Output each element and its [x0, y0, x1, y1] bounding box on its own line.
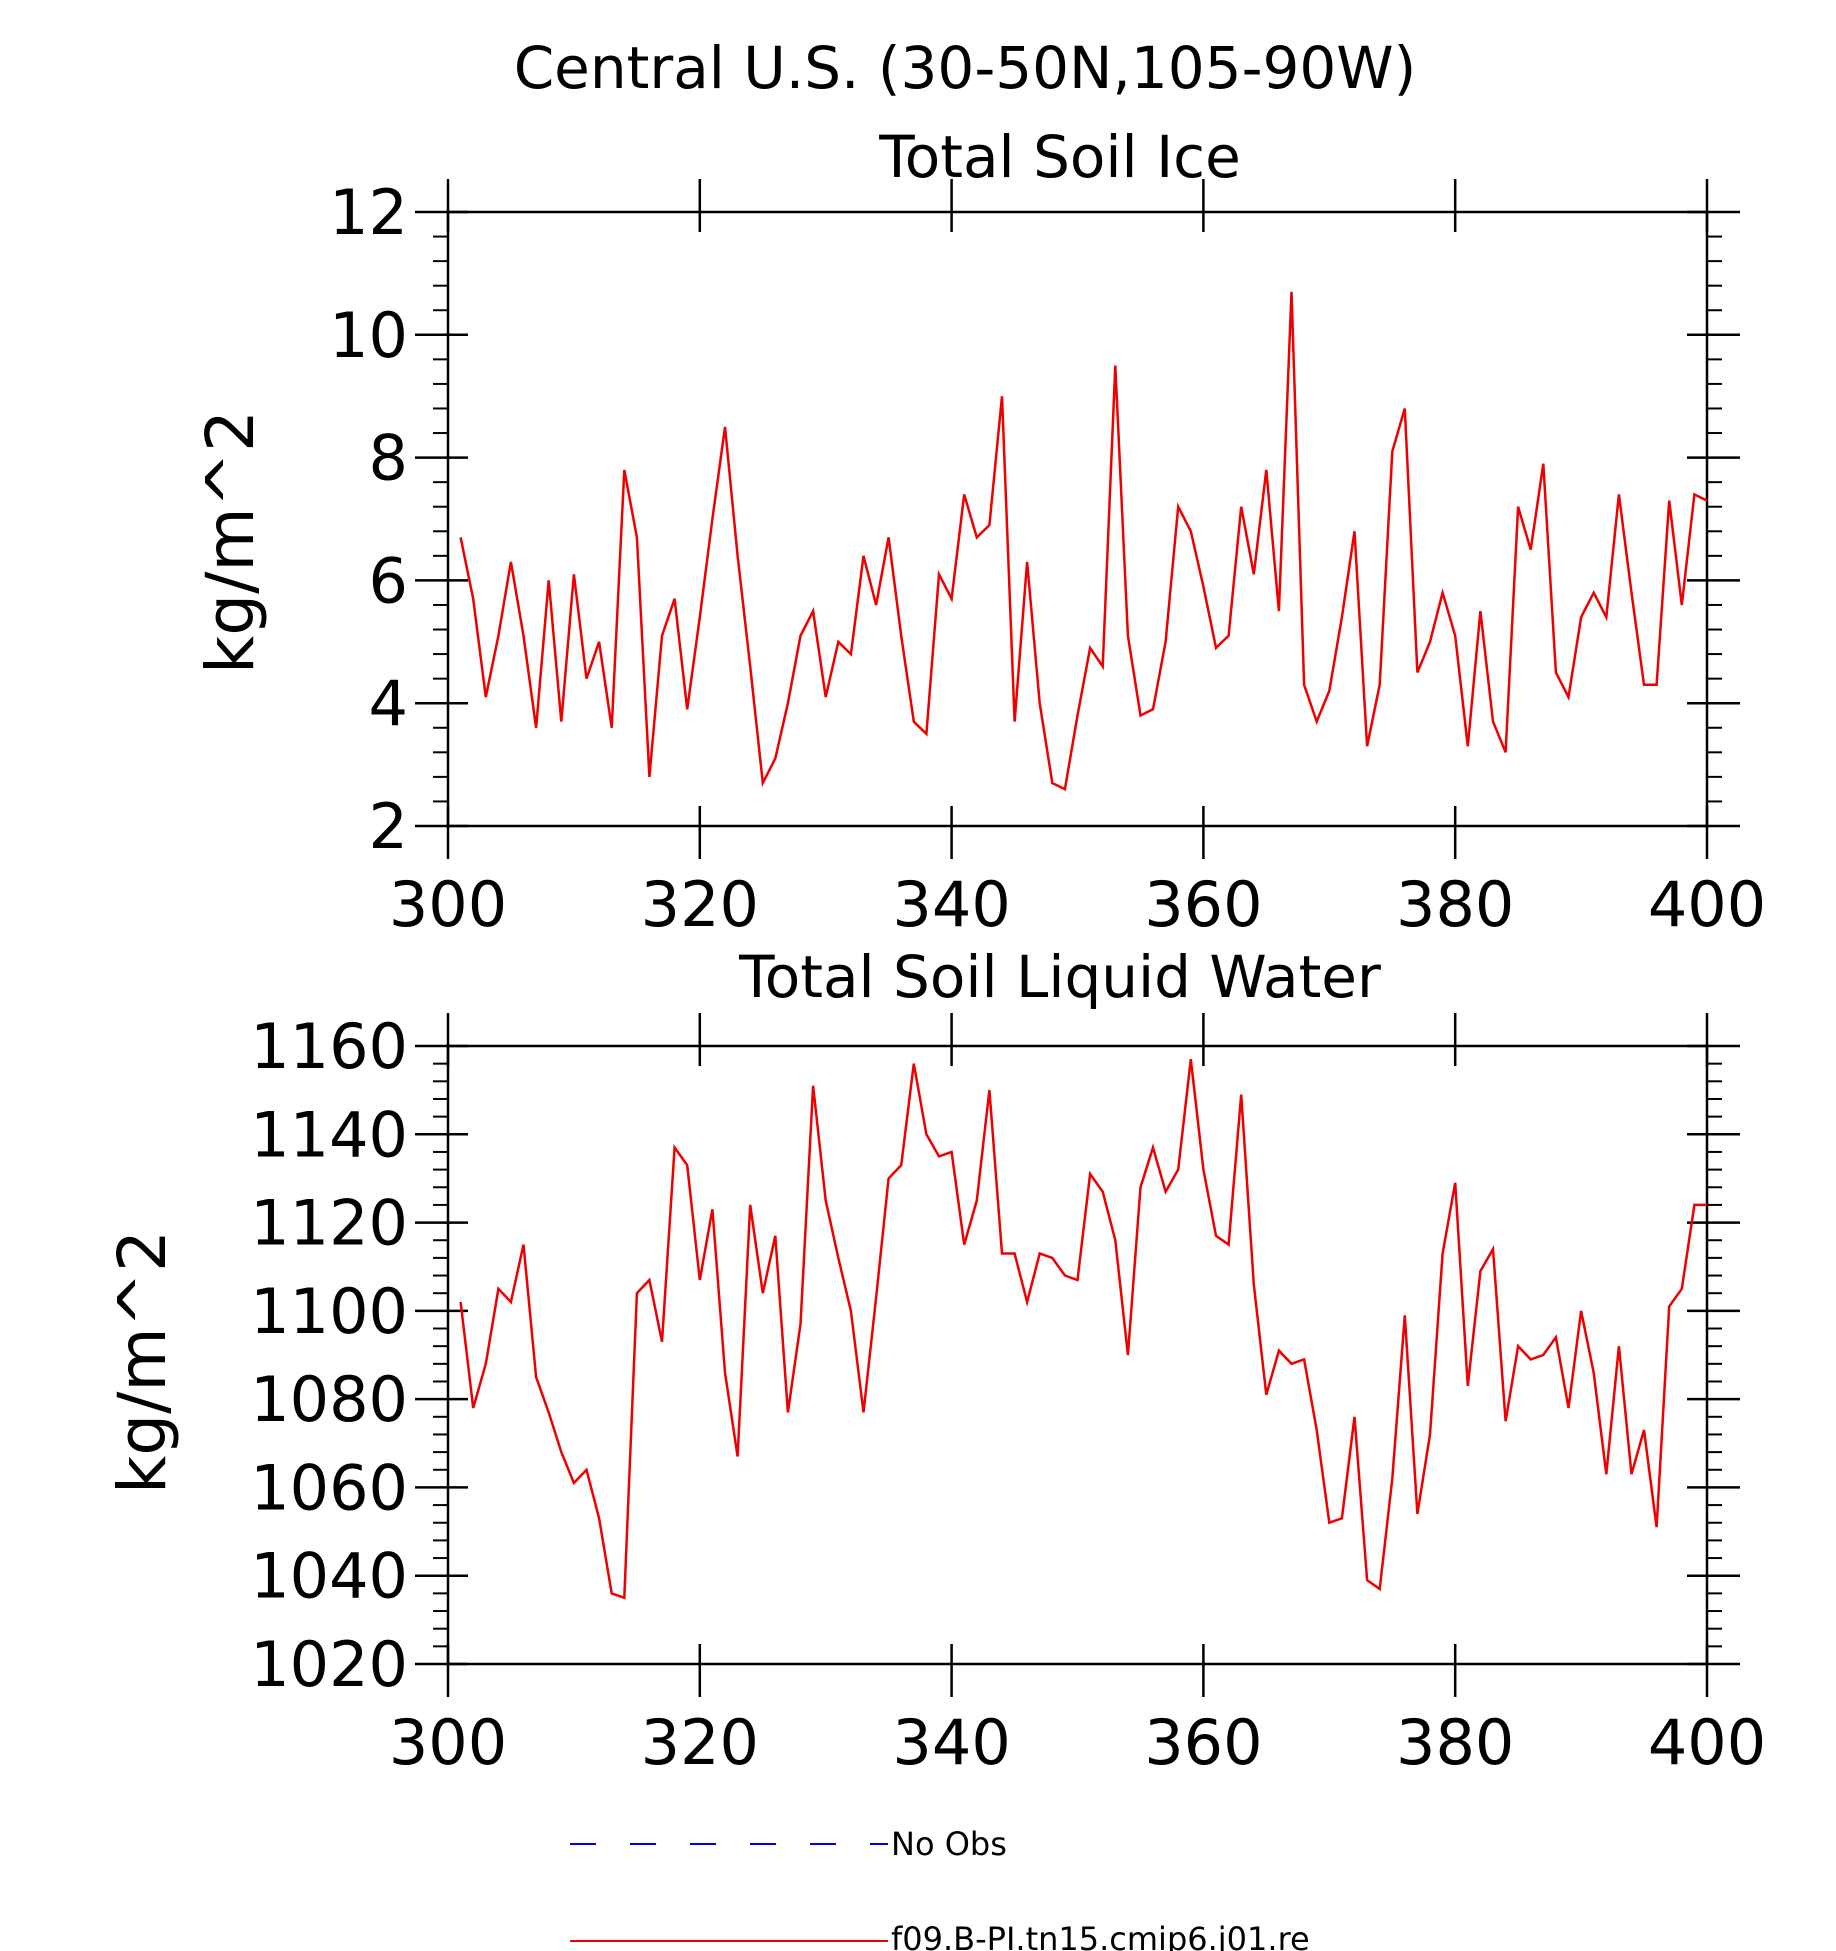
- legend: No Obs f09.B-PI.tn15.cmip6.j01.re: [570, 1825, 1310, 1951]
- x-tick-label: 340: [892, 1706, 1010, 1779]
- panel-title-soil-ice: Total Soil Ice: [878, 123, 1241, 191]
- x-tick-label: 360: [1144, 1706, 1262, 1779]
- x-tick-label: 400: [1648, 868, 1766, 941]
- y-tick-label: 2: [369, 790, 408, 863]
- x-tick-label: 340: [892, 868, 1010, 941]
- y-tick-label: 6: [369, 544, 408, 617]
- legend-label-model: f09.B-PI.tn15.cmip6.j01.re: [891, 1920, 1310, 1951]
- x-tick-label: 380: [1396, 1706, 1514, 1779]
- y-tick-label: 1020: [250, 1628, 408, 1701]
- y-tick-label: 1060: [250, 1451, 408, 1524]
- y-tick-label: 1080: [250, 1363, 408, 1436]
- x-tick-label: 300: [389, 868, 507, 941]
- x-tick-label: 400: [1648, 1706, 1766, 1779]
- y-tick-label: 1140: [250, 1098, 408, 1171]
- panel-soil-liquid-water: Total Soil Liquid Water kg/m^2 300 320 340…: [104, 943, 1766, 1779]
- y-tick-label: 1100: [250, 1275, 408, 1348]
- main-title: Central U.S. (30-50N,105-90W): [514, 34, 1417, 102]
- series-line-model: [459, 291, 1708, 792]
- panel-title-soil-liquid-water: Total Soil Liquid Water: [738, 943, 1381, 1011]
- y-tick-label: 1040: [250, 1540, 408, 1613]
- y-axis-label-soil-liquid-water: kg/m^2: [104, 1230, 181, 1494]
- x-tick-label: 320: [641, 1706, 759, 1779]
- panel-soil-ice: Total Soil Ice kg/m^2 300 320 340 360 380 400…: [192, 123, 1766, 941]
- y-tick-label: 1160: [250, 1010, 408, 1083]
- y-tick-label: 4: [369, 667, 408, 740]
- plot-area-soil-liquid-water: 300 320 340 360 380 400 1020 1040 1060 1080 1100 11…: [250, 1010, 1766, 1779]
- plot-frame: [446, 210, 1709, 828]
- plot-frame: [446, 1044, 1709, 1666]
- series-line-model: [459, 1059, 1707, 1600]
- y-axis-label-soil-ice: kg/m^2: [192, 410, 269, 674]
- y-tick-label: 10: [329, 299, 408, 372]
- x-tick-label: 300: [389, 1706, 507, 1779]
- y-tick-label: 8: [369, 422, 408, 495]
- x-tick-label: 320: [641, 868, 759, 941]
- x-tick-label: 360: [1144, 868, 1262, 941]
- x-tick-label: 380: [1396, 868, 1514, 941]
- legend-label-no-obs: No Obs: [891, 1825, 1007, 1863]
- y-tick-label: 12: [329, 176, 408, 249]
- y-tick-label: 1120: [250, 1187, 408, 1260]
- plot-area-soil-ice: 300 320 340 360 380 400 2 4 6 8 10 12: [329, 176, 1766, 941]
